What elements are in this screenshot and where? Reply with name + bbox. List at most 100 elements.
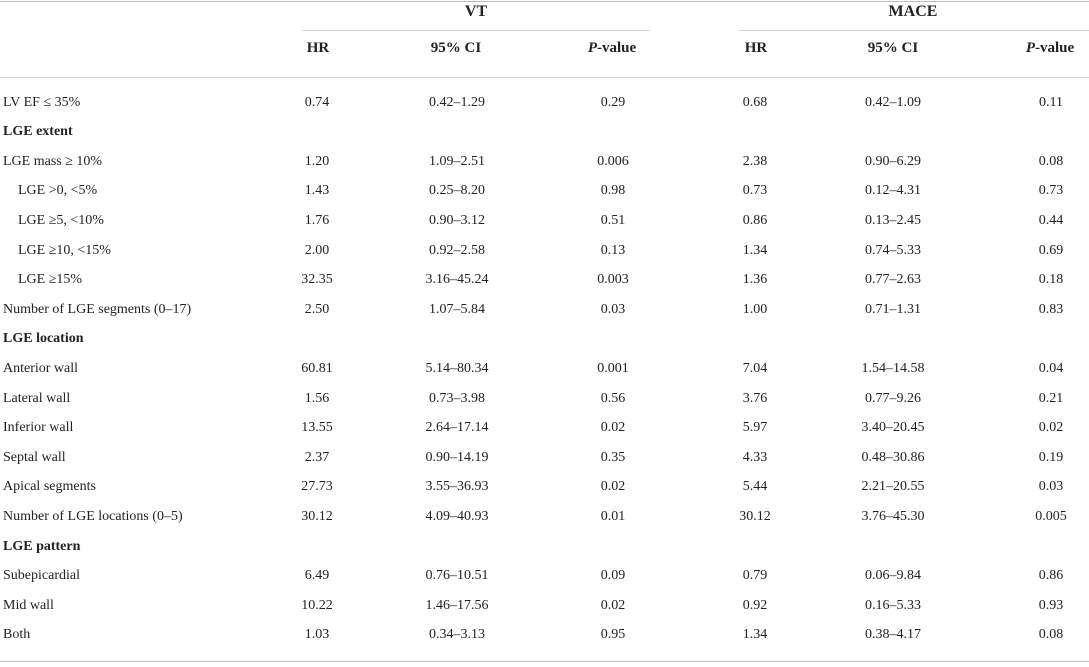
mace-pvalue-cell: 0.005	[1035, 508, 1067, 524]
table-bottom-rule	[0, 661, 1089, 662]
header-rule	[0, 77, 1089, 78]
col-header-vt-pvalue: P-value	[587, 40, 637, 56]
mace-pvalue-cell: 0.21	[1038, 390, 1064, 406]
mace-ci-cell: 0.77–9.26	[865, 390, 921, 406]
table-row: Apical segments 27.73 3.55–36.93 0.02 5.44 2.…	[0, 473, 1089, 502]
mace-ci-cell: 3.76–45.30	[861, 508, 925, 524]
mace-ci-cell: 0.48–30.86	[861, 449, 925, 465]
mace-hr-cell: 1.34	[742, 242, 768, 258]
table-row: Both 1.03 0.34–3.13 0.95 1.34 0.38–4.17 0.08	[0, 621, 1089, 650]
vt-hr-cell: 2.37	[304, 449, 330, 465]
section-header-row: LGE extent	[0, 118, 1089, 147]
vt-pvalue-cell: 0.02	[600, 420, 626, 436]
vt-hr-cell: 0.74	[304, 94, 330, 110]
mace-hr-cell: 0.68	[742, 94, 768, 110]
vt-hr-cell: 60.81	[301, 360, 333, 376]
vt-pvalue-cell: 0.35	[600, 449, 626, 465]
vt-ci-cell: 0.90–3.12	[429, 212, 485, 228]
mace-hr-cell: 4.33	[742, 449, 768, 465]
mace-pvalue-cell: 0.83	[1038, 301, 1064, 317]
mace-hr-cell: 0.79	[742, 568, 768, 584]
table-row: Inferior wall 13.55 2.64–17.14 0.02 5.97 3.40…	[0, 414, 1089, 443]
vt-hr-cell: 32.35	[301, 272, 333, 288]
mace-pvalue-cell: 0.03	[1038, 479, 1064, 495]
row-label: Inferior wall	[3, 420, 74, 436]
mace-hr-cell: 0.73	[742, 183, 768, 199]
row-label: Lateral wall	[3, 390, 71, 406]
mace-pvalue-cell: 0.08	[1038, 153, 1064, 169]
table-row: LGE ≥5, <10% 1.76 0.90–3.12 0.51 0.86 0.13–2.…	[0, 206, 1089, 235]
vt-ci-cell: 5.14–80.34	[425, 360, 489, 376]
row-label: LGE ≥5, <10%	[18, 212, 104, 228]
mace-ci-cell: 0.74–5.33	[865, 242, 921, 258]
vt-pvalue-cell: 0.03	[600, 301, 626, 317]
vt-ci-cell: 1.09–2.51	[429, 153, 485, 169]
row-label: LGE ≥15%	[18, 272, 83, 288]
vt-pvalue-cell: 0.95	[600, 627, 626, 643]
table-row: LGE ≥15% 32.35 3.16–45.24 0.003 1.36 0.77–2.6…	[0, 266, 1089, 295]
row-label: LGE ≥10, <15%	[18, 242, 111, 258]
vt-pvalue-cell: 0.56	[600, 390, 626, 406]
mace-pvalue-cell: 0.08	[1038, 627, 1064, 643]
vt-pvalue-cell: 0.13	[600, 242, 626, 258]
mace-hr-cell: 1.34	[742, 627, 768, 643]
vt-ci-cell: 3.55–36.93	[425, 479, 489, 495]
vt-ci-cell: 0.73–3.98	[429, 390, 485, 406]
vt-pvalue-cell: 0.98	[600, 183, 626, 199]
mace-ci-cell: 0.71–1.31	[865, 301, 921, 317]
vt-ci-cell: 0.76–10.51	[425, 568, 489, 584]
table-row: Septal wall 2.37 0.90–14.19 0.35 4.33 0.48–30…	[0, 443, 1089, 472]
mace-ci-cell: 0.06–9.84	[865, 568, 921, 584]
mace-ci-cell: 0.38–4.17	[865, 627, 921, 643]
row-label: Both	[3, 627, 31, 643]
table-row: LV EF ≤ 35% 0.74 0.42–1.29 0.29 0.68 0.42–1.0…	[0, 88, 1089, 117]
vt-ci-cell: 4.09–40.93	[425, 508, 489, 524]
table-row: Anterior wall 60.81 5.14–80.34 0.001 7.04 1.5…	[0, 354, 1089, 383]
mace-hr-cell: 5.97	[742, 420, 768, 436]
vt-pvalue-cell: 0.02	[600, 597, 626, 613]
mace-ci-cell: 1.54–14.58	[861, 360, 925, 376]
mace-hr-cell: 5.44	[742, 479, 768, 495]
vt-pvalue-cell: 0.51	[600, 212, 626, 228]
vt-pvalue-cell: 0.006	[597, 153, 629, 169]
row-label: Number of LGE segments (0–17)	[3, 301, 192, 317]
col-header-vt-ci: 95% CI	[430, 40, 482, 56]
mace-pvalue-cell: 0.04	[1038, 360, 1064, 376]
group-rule-vt	[302, 30, 650, 31]
row-label: LV EF ≤ 35%	[3, 94, 81, 110]
vt-hr-cell: 30.12	[301, 508, 333, 524]
mace-ci-cell: 2.21–20.55	[861, 479, 925, 495]
vt-ci-cell: 0.25–8.20	[429, 183, 485, 199]
vt-hr-cell: 2.00	[304, 242, 330, 258]
vt-hr-cell: 1.56	[304, 390, 330, 406]
mace-ci-cell: 0.77–2.63	[865, 272, 921, 288]
mace-pvalue-cell: 0.44	[1038, 212, 1064, 228]
group-header-vt: VT	[464, 3, 488, 20]
mace-hr-cell: 30.12	[739, 508, 771, 524]
mace-pvalue-cell: 0.93	[1038, 597, 1064, 613]
mace-pvalue-cell: 0.19	[1038, 449, 1064, 465]
mace-ci-cell: 0.12–4.31	[865, 183, 921, 199]
mace-ci-cell: 0.90–6.29	[865, 153, 921, 169]
vt-ci-cell: 0.34–3.13	[429, 627, 485, 643]
vt-ci-cell: 0.92–2.58	[429, 242, 485, 258]
table-row: Mid wall 10.22 1.46–17.56 0.02 0.92 0.16–5.33…	[0, 591, 1089, 620]
vt-hr-cell: 6.49	[304, 568, 330, 584]
table-top-rule	[0, 1, 1089, 2]
vt-hr-cell: 13.55	[301, 420, 333, 436]
vt-pvalue-cell: 0.003	[597, 272, 629, 288]
vt-ci-cell: 0.42–1.29	[429, 94, 485, 110]
section-label: LGE pattern	[3, 538, 81, 554]
vt-ci-cell: 3.16–45.24	[425, 272, 489, 288]
mace-ci-cell: 0.13–2.45	[865, 212, 921, 228]
mace-ci-cell: 3.40–20.45	[861, 420, 925, 436]
mace-hr-cell: 1.36	[742, 272, 768, 288]
mace-ci-cell: 0.42–1.09	[865, 94, 921, 110]
mace-pvalue-cell: 0.18	[1038, 272, 1064, 288]
vt-hr-cell: 1.43	[304, 183, 330, 199]
col-header-mace-ci: 95% CI	[867, 40, 919, 56]
vt-ci-cell: 1.46–17.56	[425, 597, 489, 613]
mace-hr-cell: 0.92	[742, 597, 768, 613]
mace-pvalue-cell: 0.11	[1039, 94, 1063, 110]
